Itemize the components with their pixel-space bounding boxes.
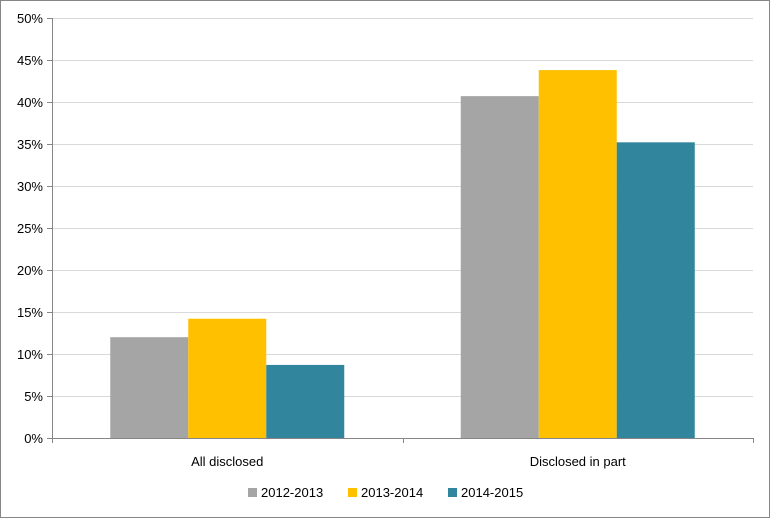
legend-swatch: [448, 488, 457, 497]
x-tick-label: All disclosed: [191, 454, 263, 469]
y-tick-label: 45%: [17, 53, 43, 68]
legend-label: 2012-2013: [261, 485, 323, 500]
y-tick-label: 15%: [17, 305, 43, 320]
legend-label: 2014-2015: [461, 485, 523, 500]
y-tick-label: 35%: [17, 137, 43, 152]
bar: [616, 142, 695, 438]
y-tick-label: 50%: [17, 11, 43, 26]
y-axis-ticks: 0% 5% 10% 15% 20% 25% 30% 35% 40% 45% 50%: [17, 11, 52, 446]
bar: [110, 337, 189, 438]
bar: [266, 364, 345, 438]
axes: [52, 18, 754, 443]
bars: [110, 70, 695, 439]
y-tick-label: 20%: [17, 263, 43, 278]
bar: [538, 70, 617, 438]
y-tick-label: 10%: [17, 347, 43, 362]
legend-swatch: [348, 488, 357, 497]
y-tick-label: 0%: [24, 431, 43, 446]
legend: 2012-2013 2013-2014 2014-2015: [248, 485, 523, 500]
category-labels: All disclosed Disclosed in part: [191, 454, 626, 469]
legend-label: 2013-2014: [361, 485, 423, 500]
y-tick-label: 30%: [17, 179, 43, 194]
y-tick-label: 40%: [17, 95, 43, 110]
x-tick-label: Disclosed in part: [530, 454, 626, 469]
bar: [188, 318, 267, 438]
legend-swatch: [248, 488, 257, 497]
y-tick-label: 25%: [17, 221, 43, 236]
bar: [460, 96, 539, 439]
y-tick-label: 5%: [24, 389, 43, 404]
